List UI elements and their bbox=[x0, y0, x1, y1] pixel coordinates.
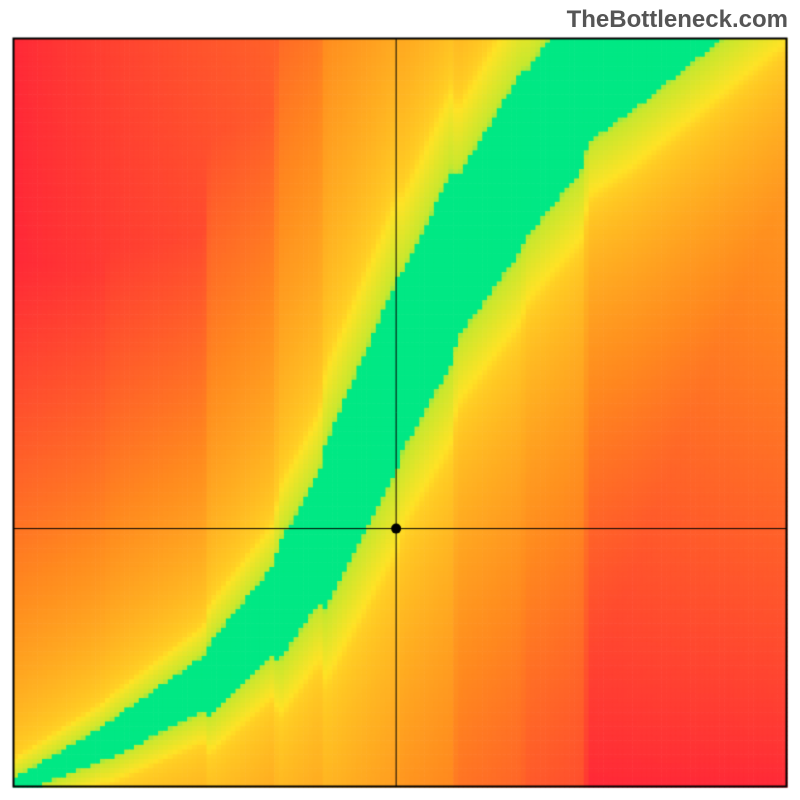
heatmap-canvas bbox=[0, 0, 800, 800]
chart-container: TheBottleneck.com bbox=[0, 0, 800, 800]
watermark-text: TheBottleneck.com bbox=[567, 6, 788, 34]
